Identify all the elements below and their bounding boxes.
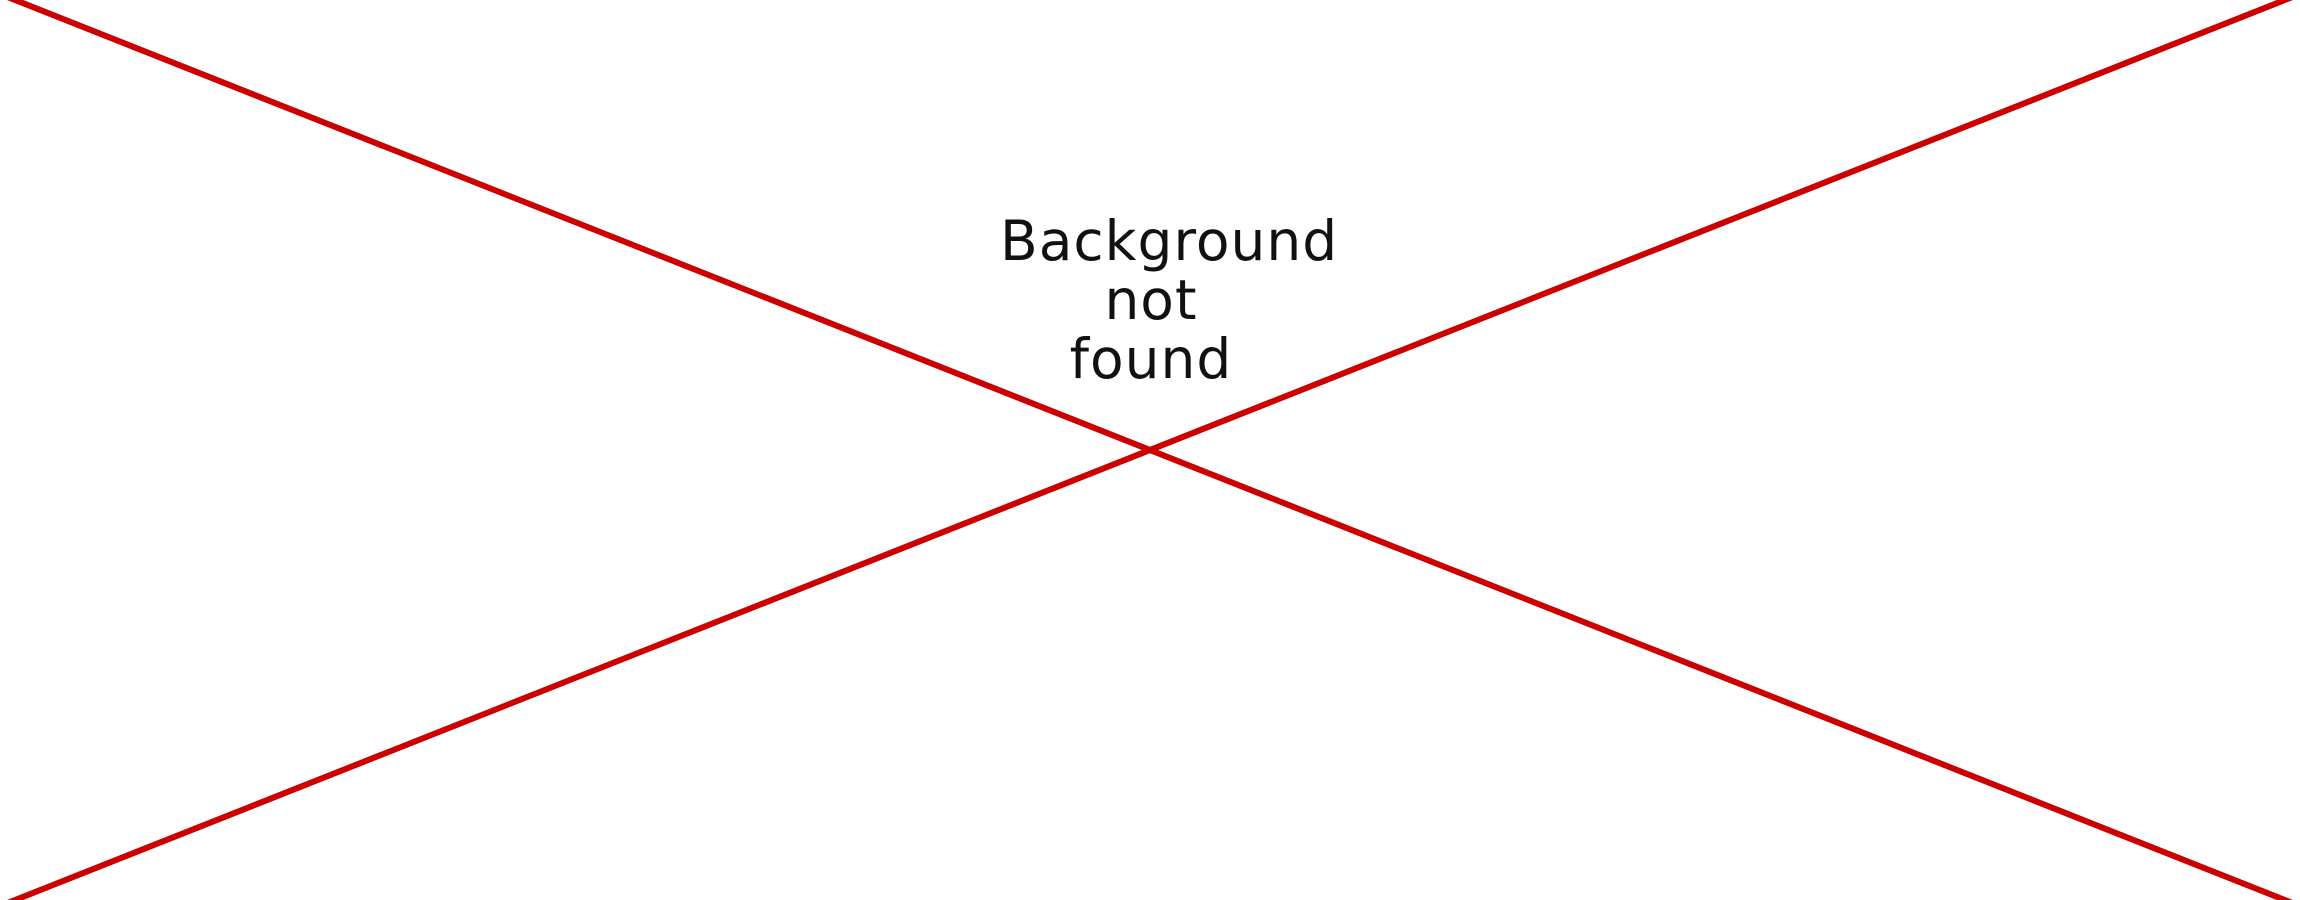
message-line-3: found xyxy=(1069,327,1233,391)
message-line-2: not xyxy=(1104,268,1198,332)
background-not-found-message: Background not found xyxy=(1000,209,1339,391)
message-line-1: Background xyxy=(1000,209,1339,273)
